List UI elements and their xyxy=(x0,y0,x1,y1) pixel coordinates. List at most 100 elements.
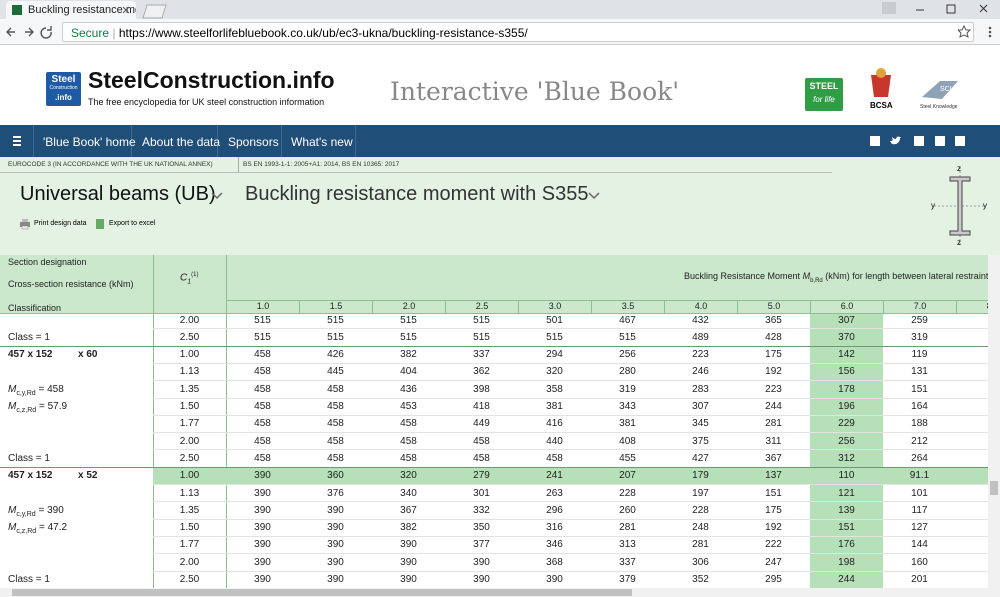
table-cell: 390 xyxy=(254,470,271,482)
table-cell: 151 xyxy=(765,487,782,499)
highlight-row xyxy=(153,466,988,484)
chevron[interactable] xyxy=(588,192,600,200)
classification: Class = 1 xyxy=(8,574,50,585)
table-cell: 246 xyxy=(692,366,709,378)
nav-item[interactable]: 'Blue Book' home xyxy=(34,125,136,157)
table-cell: 179 xyxy=(692,470,709,482)
row-divider xyxy=(153,380,988,382)
length-header: 1.5 xyxy=(299,301,372,314)
table-cell: 7 xyxy=(956,470,988,481)
table-cell: 110 xyxy=(838,470,855,482)
tab-close[interactable] xyxy=(122,6,130,14)
table-cell: 515 xyxy=(327,331,344,343)
logo-text: SCI xyxy=(940,86,952,93)
table-cell: 256 xyxy=(619,349,636,361)
table-cell: 426 xyxy=(327,349,344,361)
window-controls[interactable] xyxy=(880,0,1000,18)
horizontal-scrollbar[interactable] xyxy=(0,588,1000,597)
table-cell: 337 xyxy=(473,349,490,361)
section-diagram xyxy=(934,167,986,245)
divider xyxy=(226,255,227,588)
export-link[interactable]: Export to excel xyxy=(109,220,156,227)
tab-icon xyxy=(12,5,22,15)
value-text: = 47.2 xyxy=(38,522,68,534)
c1-value: 2.50 xyxy=(179,452,200,464)
nav-item[interactable]: About the data xyxy=(132,125,220,157)
print-link[interactable]: Print design data xyxy=(34,220,87,227)
table-cell: 176 xyxy=(838,539,855,551)
table-cell: 390 xyxy=(254,574,271,585)
table-cell: 382 xyxy=(400,522,417,534)
sponsor-logo[interactable]: STEEL for life xyxy=(805,78,843,111)
table-cell: 390 xyxy=(400,556,417,568)
menu-button[interactable] xyxy=(0,125,34,157)
table-cell: 360 xyxy=(327,470,344,482)
table-cell: 247 xyxy=(765,556,782,568)
print-icon[interactable] xyxy=(19,218,31,230)
c1-value: 1.00 xyxy=(179,349,200,361)
length-header: 2.0 xyxy=(372,301,445,314)
table-cell: 458 xyxy=(400,435,417,447)
tagline: The free encyclopedia for UK steel const… xyxy=(88,97,325,107)
header-label: Classification xyxy=(8,303,62,313)
nav-item[interactable]: Sponsors xyxy=(218,125,282,157)
table-cell: 175 xyxy=(765,349,782,361)
references-label: BS EN 1993-1-1: 2005+A1: 2014, BS EN 103… xyxy=(243,161,400,168)
chevron[interactable] xyxy=(211,192,223,200)
table-cell: 370 xyxy=(838,331,855,343)
nav-buttons[interactable] xyxy=(6,25,58,39)
table-cell: 390 xyxy=(400,574,417,585)
social-icons[interactable] xyxy=(868,135,968,147)
sci-logo xyxy=(922,81,958,99)
secure-label: Secure xyxy=(71,26,110,40)
length-header: 3.0 xyxy=(518,301,591,314)
tab[interactable]: Buckling resistance mom xyxy=(6,1,136,19)
table-cell: 178 xyxy=(838,383,855,395)
address-bar[interactable]: Secure | https://www.steelforlifeblueboo… xyxy=(62,22,974,42)
table-cell: 139 xyxy=(838,504,855,516)
table-cell: 381 xyxy=(546,401,563,412)
table-cell: 1 xyxy=(956,557,988,568)
table-cell: 390 xyxy=(327,504,344,516)
table-cell: 390 xyxy=(254,504,271,516)
c1-value: 2.00 xyxy=(179,314,200,326)
row-divider xyxy=(153,501,988,503)
table-cell: 390 xyxy=(473,556,490,568)
table-cell: 160 xyxy=(911,556,928,568)
value-text: = 57.9 xyxy=(38,401,68,412)
table-cell: 515 xyxy=(400,331,417,343)
table-cell: 307 xyxy=(838,314,855,326)
check-select[interactable]: Buckling resistance moment with S355 xyxy=(245,183,589,205)
table-cell: 259 xyxy=(911,314,928,326)
resistance-label: Mc,y,Rd = 458 xyxy=(8,384,64,397)
table-cell: 1 xyxy=(956,366,988,377)
excel-icon[interactable] xyxy=(95,218,105,230)
table-cell: 151 xyxy=(911,383,928,395)
table-cell: 375 xyxy=(692,435,709,447)
table-cell: 390 xyxy=(327,522,344,534)
c1-header: C1(1) xyxy=(180,272,198,285)
c1-symbol: C xyxy=(180,272,188,284)
table-cell: 319 xyxy=(619,383,636,395)
table-cell: 131 xyxy=(911,366,928,378)
logo-text: for life xyxy=(813,95,835,104)
vertical-scrollbar[interactable] xyxy=(988,255,1000,588)
c1-subscript: 1 xyxy=(187,278,192,286)
site-logo[interactable]: Steel Construction .info xyxy=(46,72,81,106)
nav-item[interactable]: What's new xyxy=(282,125,356,157)
table-cell: 1 xyxy=(956,522,988,533)
section-type-select[interactable]: Universal beams (UB) xyxy=(20,183,216,205)
toolbar-icons[interactable] xyxy=(958,25,998,39)
subscript: c,z,Rd xyxy=(16,528,37,536)
c1-value: 1.77 xyxy=(179,418,200,430)
length-header: 6.0 xyxy=(810,301,883,314)
table-cell: 198 xyxy=(838,556,855,568)
axis-label: z xyxy=(957,164,961,173)
new-tab[interactable] xyxy=(140,4,168,19)
table-cell: 101 xyxy=(911,487,928,499)
table-cell: 367 xyxy=(400,504,417,516)
table-cell: 8 xyxy=(956,488,988,499)
row-divider xyxy=(153,328,988,330)
table-cell: 455 xyxy=(619,452,636,464)
table-cell: 445 xyxy=(327,366,344,378)
